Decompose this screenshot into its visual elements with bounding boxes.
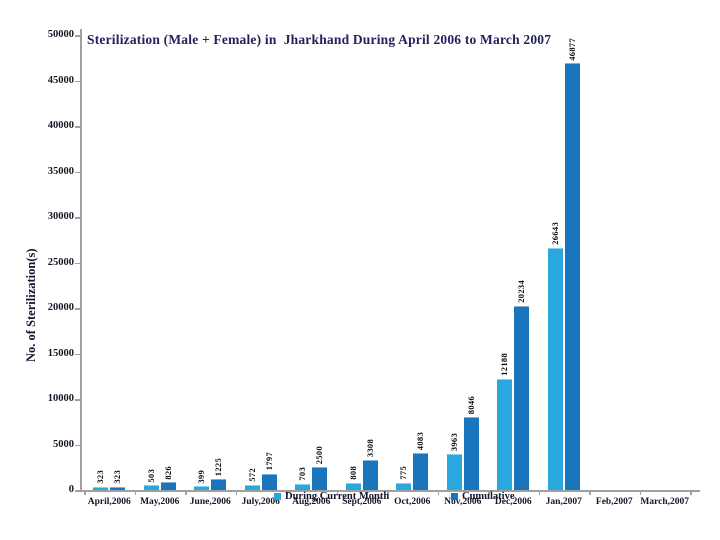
y-axis-tick-label: 35000 <box>47 165 74 177</box>
y-axis-tick-label: 10000 <box>47 393 74 404</box>
x-tick-mark <box>589 490 591 495</box>
y-tick-mark <box>75 171 80 173</box>
bar-value-label: 775 <box>398 466 409 480</box>
bar-current-month <box>547 247 563 490</box>
x-axis-label: Dec,2006 <box>494 497 532 507</box>
bar-value-label: 1225 <box>213 457 224 476</box>
bar-value-label: 26643 <box>549 221 560 245</box>
bar-value-label: 1797 <box>263 452 274 471</box>
y-tick-mark <box>75 262 80 264</box>
y-tick-mark <box>75 80 80 82</box>
legend-label: Cumulative <box>462 491 515 502</box>
y-axis-tick-label: 5000 <box>53 438 74 450</box>
legend-label: During Current Month <box>285 491 390 502</box>
x-axis-label: Aug,2006 <box>292 497 331 507</box>
x-tick-mark <box>639 490 641 495</box>
bar-value-label: 4083 <box>415 431 426 450</box>
bar-cumulative <box>362 459 378 490</box>
bar-cumulative <box>514 305 530 490</box>
bar-value-label: 8046 <box>465 395 476 414</box>
bar-value-label: 323 <box>95 470 106 485</box>
bar-cumulative <box>564 63 580 490</box>
y-tick-mark <box>75 217 80 219</box>
y-axis-tick-label: 50000 <box>47 29 74 40</box>
x-axis-label: July,2006 <box>241 497 280 507</box>
y-axis-tick-label: 25000 <box>47 256 74 268</box>
x-tick-mark <box>336 490 338 495</box>
x-axis-label: March,2007 <box>640 497 690 507</box>
y-axis-tick-label: 30000 <box>47 211 74 222</box>
x-tick-mark <box>84 490 86 495</box>
bar-value-label: 808 <box>347 466 358 480</box>
legend-swatch <box>274 493 281 500</box>
x-axis-label: June,2006 <box>189 497 231 507</box>
x-tick-mark <box>387 490 389 495</box>
x-axis-label: May,2006 <box>140 497 180 507</box>
x-tick-mark <box>185 490 187 495</box>
y-tick-mark <box>75 490 80 492</box>
bar-value-label: 703 <box>297 466 308 481</box>
bar-current-month <box>194 486 210 490</box>
x-tick-mark <box>538 490 540 495</box>
x-axis-label: Sept,2006 <box>342 497 382 507</box>
bar-current-month <box>497 379 513 490</box>
bar-value-label: 20234 <box>516 280 527 303</box>
y-axis-tick-label: 0 <box>68 484 74 495</box>
bar-current-month <box>244 484 260 490</box>
bar-current-month <box>345 482 361 490</box>
x-tick-mark <box>488 490 490 495</box>
y-tick-mark <box>75 399 80 401</box>
legend-item-current-month: During Current Month <box>274 491 389 502</box>
bar-cumulative <box>312 467 328 490</box>
bar-cumulative <box>463 416 479 490</box>
bar-value-label: 503 <box>145 468 156 483</box>
x-axis-label: Oct,2006 <box>394 497 431 507</box>
y-axis-tick-label: 15000 <box>47 347 74 359</box>
bar-value-label: 12188 <box>499 353 510 377</box>
bar-value-label: 572 <box>246 468 257 482</box>
bar-current-month <box>396 482 412 490</box>
bar-value-label: 46877 <box>566 37 577 61</box>
bar-cumulative <box>160 482 176 490</box>
bar-current-month <box>93 487 109 490</box>
bar-current-month <box>143 485 159 490</box>
bar-current-month <box>446 453 462 490</box>
bar-value-label: 826 <box>162 465 173 480</box>
legend-swatch <box>451 493 458 500</box>
bar-value-label: 323 <box>112 470 123 485</box>
bar-value-label: 3308 <box>364 438 375 457</box>
y-axis-tick-label: 20000 <box>47 302 74 313</box>
x-tick-mark <box>134 490 136 495</box>
y-tick-mark <box>75 353 80 355</box>
bar-cumulative <box>211 478 227 490</box>
y-axis-tick-label: 45000 <box>47 74 74 86</box>
legend-item-cumulative: Cumulative <box>451 491 515 502</box>
x-axis-label: Feb,2007 <box>595 497 633 507</box>
bar-cumulative <box>413 452 429 490</box>
x-axis-label: April,2006 <box>87 497 131 507</box>
x-axis-label: Jan,2007 <box>545 497 582 507</box>
bar-value-label: 3963 <box>448 432 459 451</box>
bar-value-label: 2500 <box>314 446 325 465</box>
x-tick-mark <box>235 490 237 495</box>
y-tick-mark <box>75 444 80 446</box>
bar-current-month <box>295 483 311 490</box>
x-tick-mark <box>286 490 288 495</box>
x-axis-label: Nov,2006 <box>444 497 482 507</box>
bar-value-label: 399 <box>196 469 207 484</box>
x-tick-mark <box>437 490 439 495</box>
x-tick-mark <box>690 490 692 495</box>
y-axis-tick-label: 40000 <box>47 120 74 131</box>
y-axis-line <box>80 29 82 492</box>
y-tick-mark <box>75 308 80 310</box>
bar-cumulative <box>110 487 126 490</box>
x-axis-line <box>77 490 700 492</box>
chart-title: Sterilization (Male + Female) in Jharkha… <box>87 32 552 47</box>
y-tick-mark <box>75 126 80 128</box>
y-tick-mark <box>75 35 80 37</box>
bar-cumulative <box>261 473 277 490</box>
